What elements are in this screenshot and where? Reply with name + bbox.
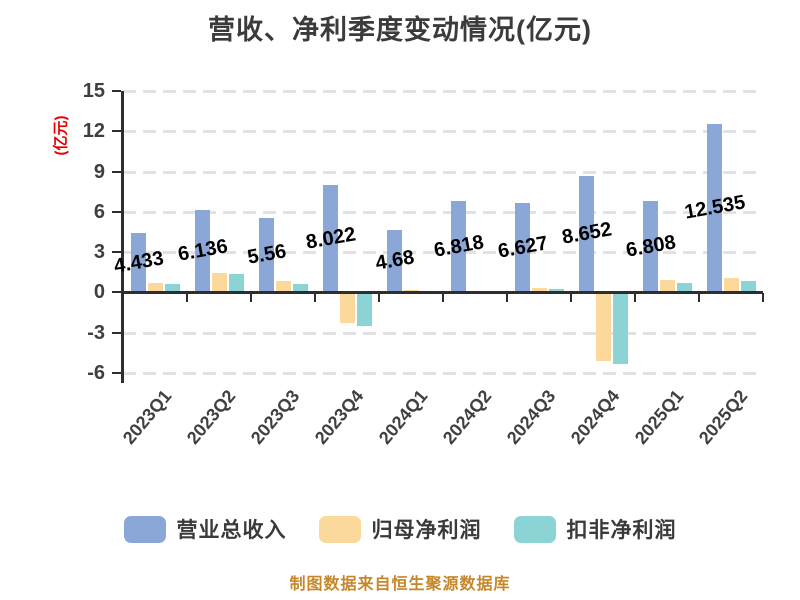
gridline (123, 331, 763, 335)
legend-label: 营业总收入 (176, 519, 287, 542)
legend-swatch-icon (318, 515, 361, 543)
y-axis-tick (112, 372, 121, 375)
bar (148, 282, 163, 293)
bar (643, 201, 658, 293)
y-axis-line (121, 91, 124, 384)
bar-value-label: 8.652 (559, 218, 613, 250)
x-axis-tick (314, 293, 316, 303)
y-axis-tick (112, 90, 121, 92)
y-axis-label: 6 (93, 200, 105, 223)
gridline (123, 372, 763, 376)
bar (404, 290, 419, 293)
gridline (123, 130, 763, 134)
y-axis-tick (112, 130, 121, 133)
footer-note: 制图数据来自恒生聚源数据库 (289, 576, 511, 593)
bar (515, 203, 530, 293)
y-axis-label: 15 (82, 80, 105, 102)
x-axis-tick (122, 293, 124, 303)
gridline (123, 210, 763, 214)
bar (579, 176, 594, 293)
y-axis-label: 12 (82, 120, 105, 143)
x-axis-tick (634, 293, 636, 303)
bar (276, 281, 291, 293)
bar-value-label: 6.627 (495, 232, 549, 263)
y-axis-tick (112, 170, 121, 173)
bar (387, 229, 402, 293)
x-axis-tick (186, 293, 188, 303)
bar (212, 272, 227, 293)
x-axis-tick (250, 293, 252, 303)
bar (549, 288, 564, 293)
y-axis-label: -3 (87, 321, 105, 344)
legend-swatch-icon (513, 515, 556, 543)
bar (259, 217, 274, 293)
bar-value-label: 6.808 (623, 231, 677, 262)
x-axis-tick (570, 293, 572, 303)
bar (165, 284, 180, 293)
bar (131, 232, 146, 293)
bar (323, 184, 338, 293)
bar (293, 283, 308, 293)
x-axis-tick (506, 293, 508, 303)
legend-item-1[interactable]: 归母净利润 (318, 514, 482, 544)
bar (451, 200, 466, 293)
y-axis-label: 3 (93, 241, 105, 264)
bar (613, 293, 628, 364)
bar-value-label: 5.56 (245, 240, 288, 269)
bar (707, 124, 722, 293)
y-axis-label: 9 (93, 160, 105, 183)
gridline (123, 90, 763, 93)
bar (340, 293, 355, 323)
x-axis-tick (442, 293, 444, 303)
y-axis-tick (112, 251, 121, 254)
legend: 营业总收入 归母净利润 扣非净利润 (0, 514, 800, 544)
y-axis-label: -6 (87, 362, 105, 385)
bar (229, 274, 244, 293)
bar (532, 287, 547, 293)
y-axis-label: 0 (93, 281, 105, 304)
bar (741, 281, 756, 293)
legend-label: 扣非净利润 (566, 519, 677, 542)
legend-label: 归母净利润 (371, 519, 482, 542)
bar (724, 277, 739, 293)
x-axis-tick (762, 293, 764, 303)
chart-title: 营收、净利季度变动情况(亿元) (208, 15, 592, 45)
bar (596, 293, 611, 361)
legend-swatch-icon (123, 515, 166, 543)
bar-value-label: 8.022 (303, 222, 357, 254)
bar (195, 210, 210, 293)
legend-item-2[interactable]: 扣非净利润 (513, 514, 677, 544)
x-axis-zero-line (123, 291, 763, 295)
y-axis-tick (112, 331, 121, 334)
y-axis-tick (112, 291, 121, 294)
x-axis-tick (378, 293, 380, 303)
legend-item-0[interactable]: 营业总收入 (123, 514, 287, 544)
bar (357, 293, 372, 327)
bar-value-label: 6.136 (175, 235, 229, 266)
bar-value-label: 6.818 (431, 230, 485, 262)
bar (677, 282, 692, 293)
gridline (123, 251, 763, 255)
gridline (123, 170, 763, 174)
bar (660, 280, 675, 293)
y-axis-tick (112, 210, 121, 213)
x-axis-tick (698, 293, 700, 303)
